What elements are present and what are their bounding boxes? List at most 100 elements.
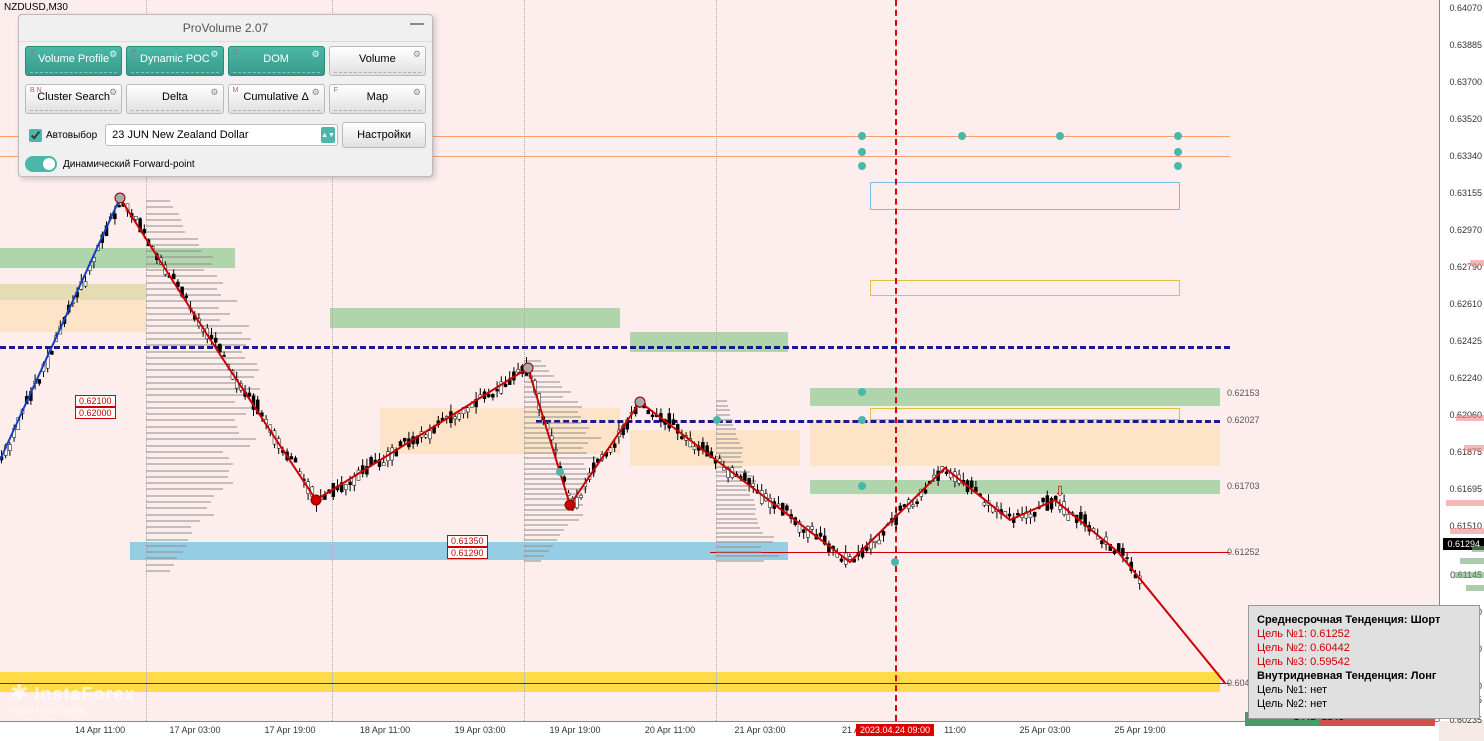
forecast-box: Среднесрочная Тенденция: Шорт Цель №1: 0… (1248, 605, 1480, 719)
time-axis: 14 Apr 11:0017 Apr 03:0017 Apr 19:0018 A… (0, 721, 1439, 741)
panel-button-dom[interactable]: D ⚙ DOM (228, 46, 325, 76)
panel-button-delta[interactable]: ⚙ Delta (126, 84, 223, 114)
level-label: 0.62153 (1227, 388, 1260, 398)
right-volume-bar (1466, 585, 1484, 591)
gear-icon[interactable]: ⚙ (312, 87, 320, 98)
forward-point-label: Динамический Forward-point (63, 159, 195, 170)
gear-icon[interactable]: ⚙ (210, 87, 218, 98)
right-volume-bar (1464, 445, 1484, 451)
auto-select-input[interactable] (29, 129, 42, 142)
price-tick: 0.62610 (1449, 299, 1482, 309)
button-label: Dynamic POC (140, 53, 210, 65)
price-zone (330, 308, 620, 328)
contract-select[interactable]: 23 JUN New Zealand Dollar ▲▼ (105, 124, 338, 146)
button-label: Cluster Search (37, 91, 110, 103)
teal-dot (1174, 148, 1182, 156)
price-zone (810, 480, 1220, 494)
time-highlight-box: 2023.04.24 09:00 (856, 724, 934, 736)
time-tick: 25 Apr 03:00 (1019, 725, 1070, 735)
teal-dot (891, 558, 899, 566)
price-zone (0, 284, 146, 332)
panel-button-volume-profile[interactable]: V⚙Volume Profile (25, 46, 122, 76)
price-tick: 0.62425 (1449, 336, 1482, 346)
button-label: DOM (263, 53, 289, 65)
time-tick: 17 Apr 03:00 (169, 725, 220, 735)
teal-dot (858, 388, 866, 396)
teal-dot (713, 416, 721, 424)
provolume-panel[interactable]: ProVolume 2.07 V⚙Volume ProfileP⚙Dynamic… (18, 14, 433, 177)
right-volume-bar (1446, 500, 1484, 506)
teal-dot (1174, 132, 1182, 140)
time-tick: 19 Apr 03:00 (454, 725, 505, 735)
panel-titlebar[interactable]: ProVolume 2.07 (19, 15, 432, 42)
teal-dot (858, 416, 866, 424)
vertical-line (716, 0, 717, 721)
level-label: 0.61252 (1227, 547, 1260, 557)
time-tick: 20 Apr 11:00 (645, 725, 695, 735)
price-zone (810, 420, 1220, 466)
time-tick: 17 Apr 19:00 (264, 725, 315, 735)
gear-icon[interactable]: ⚙ (413, 49, 421, 60)
outline-rect (870, 280, 1180, 296)
watermark: ✱ InstaForex Instant Forex Trading (10, 680, 136, 715)
level-label: 0.61703 (1227, 481, 1260, 491)
price-zone (0, 672, 1220, 692)
price-zone (630, 430, 800, 466)
price-tick: 0.63340 (1449, 151, 1482, 161)
select-arrows-icon[interactable]: ▲▼ (321, 127, 335, 143)
gear-icon[interactable]: ⚙ (413, 87, 421, 98)
right-volume-bar (1450, 528, 1484, 534)
price-tick: 0.64070 (1449, 3, 1482, 13)
price-tick: 0.63700 (1449, 77, 1482, 87)
price-tick: 0.62240 (1449, 373, 1482, 383)
button-badge: F (334, 87, 338, 94)
contract-value: 23 JUN New Zealand Dollar (112, 129, 248, 141)
price-tick: 0.63520 (1449, 114, 1482, 124)
panel-button-cluster-search[interactable]: B N ⚙Cluster Search (25, 84, 122, 114)
teal-dot (858, 132, 866, 140)
gear-icon[interactable]: ⚙ (109, 87, 117, 98)
forward-point-toggle[interactable] (25, 156, 57, 172)
auto-select-checkbox[interactable]: Автовыбор (25, 129, 101, 142)
panel-button-volume[interactable]: ⚙Volume (329, 46, 426, 76)
panel-button-dynamic-poc[interactable]: P ⚙Dynamic POC (126, 46, 223, 76)
button-badge: P (131, 49, 136, 56)
teal-dot (858, 148, 866, 156)
price-tick: 0.62970 (1449, 225, 1482, 235)
teal-dot (1056, 132, 1064, 140)
panel-title: ProVolume 2.07 (183, 21, 268, 35)
gear-icon[interactable]: ⚙ (210, 49, 218, 60)
minimize-icon[interactable] (410, 23, 424, 25)
teal-dot (858, 482, 866, 490)
price-label-box: 0.62000 (75, 407, 116, 419)
horizontal-line (536, 420, 1220, 423)
button-badge: D (233, 49, 238, 56)
gear-icon[interactable]: ⚙ (109, 49, 117, 60)
time-tick: 19 Apr 19:00 (549, 725, 600, 735)
price-label-box: 0.62100 (75, 395, 116, 407)
teal-dot (958, 132, 966, 140)
button-label: Cumulative Δ (243, 91, 308, 103)
level-label: 0.62027 (1227, 415, 1260, 425)
teal-dot (556, 468, 564, 476)
button-badge: B N (30, 87, 42, 94)
price-tick: 0.61695 (1449, 484, 1482, 494)
horizontal-line (710, 552, 1230, 553)
instrument-label: NZDUSD,M30 (4, 2, 68, 13)
settings-button[interactable]: Настройки (342, 122, 426, 148)
time-tick: 18 Apr 11:00 (360, 725, 410, 735)
outline-rect (870, 408, 1180, 420)
time-tick: 11:00 (944, 725, 966, 735)
button-label: Delta (162, 91, 188, 103)
price-tick: 0.63155 (1449, 188, 1482, 198)
time-tick: 25 Apr 19:00 (1114, 725, 1165, 735)
panel-button-map[interactable]: F⚙Map (329, 84, 426, 114)
price-zone (810, 388, 1220, 406)
right-volume-bar (1456, 415, 1484, 421)
teal-dot (1174, 162, 1182, 170)
panel-button-cumulative-δ[interactable]: M⚙Cumulative Δ (228, 84, 325, 114)
button-label: Volume Profile (38, 53, 109, 65)
price-zone (630, 332, 788, 352)
auto-select-label: Автовыбор (46, 130, 97, 141)
gear-icon[interactable]: ⚙ (312, 49, 320, 60)
